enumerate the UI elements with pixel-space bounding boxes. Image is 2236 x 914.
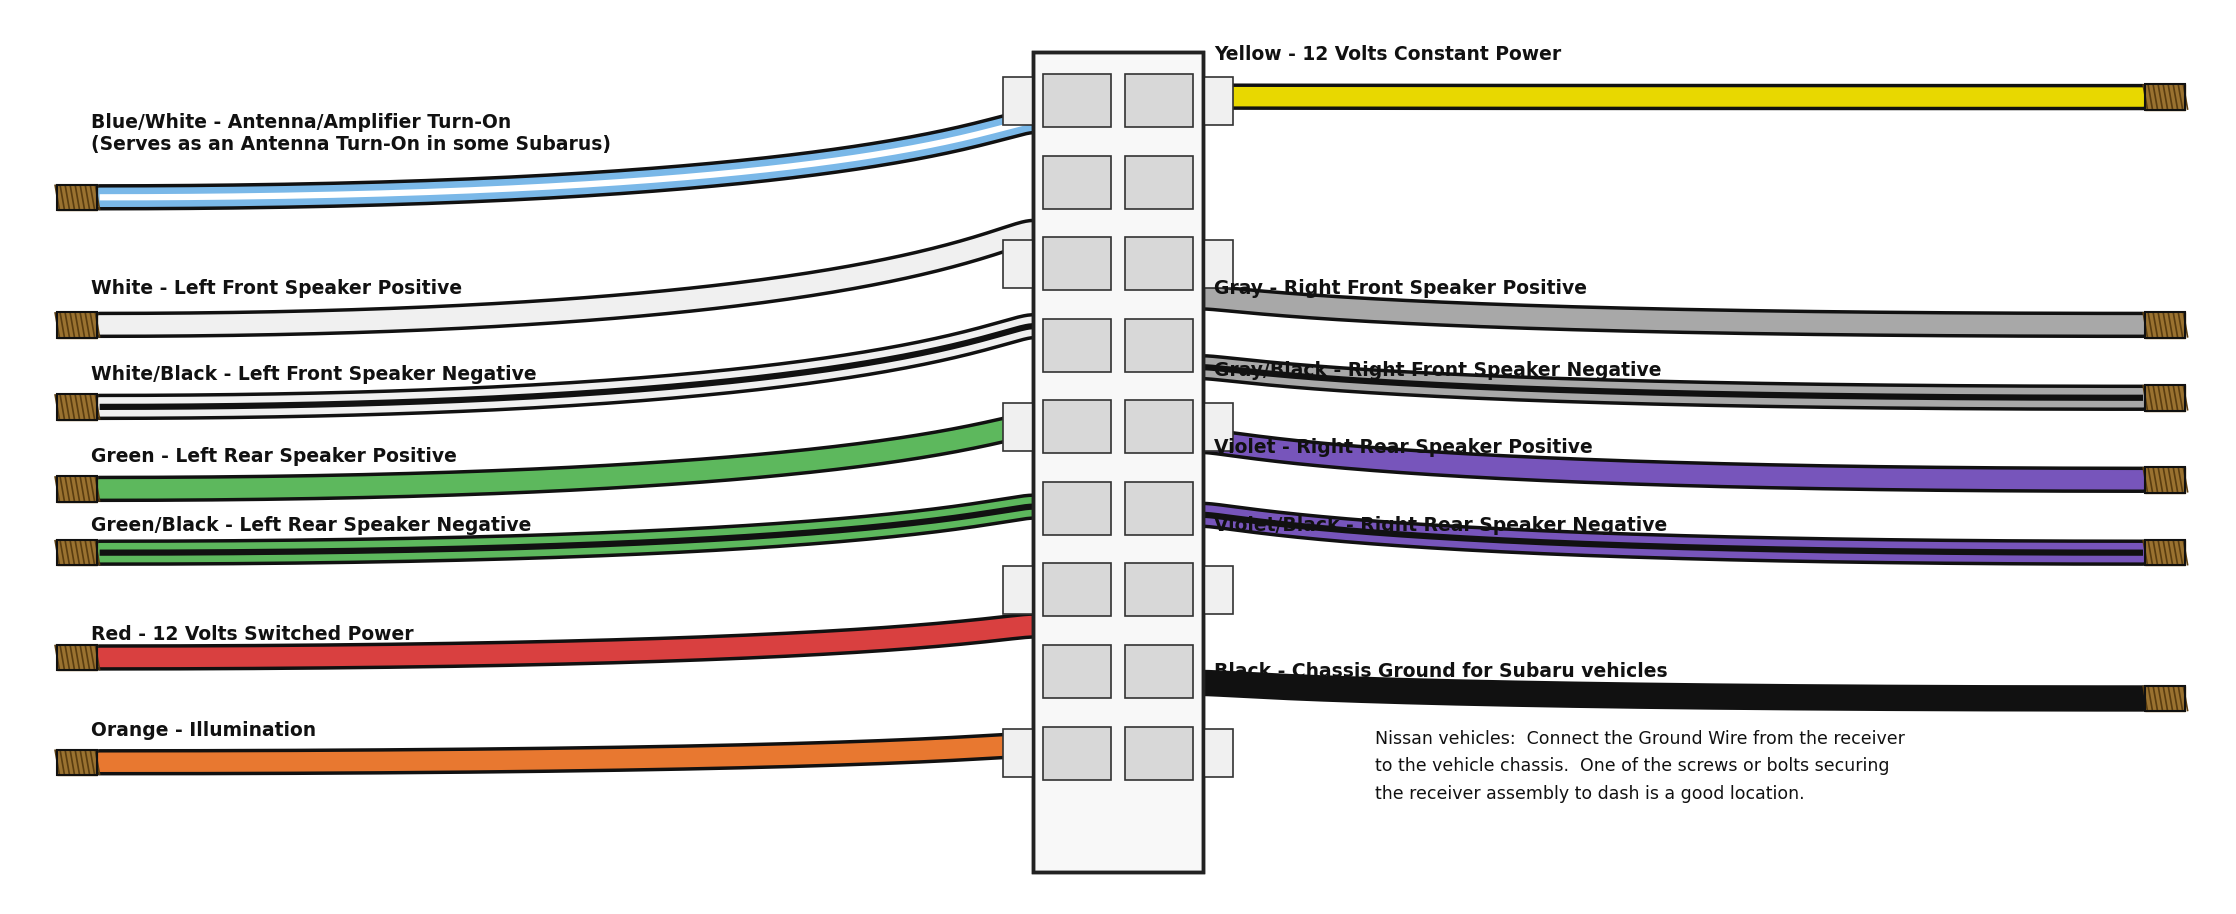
Bar: [1033, 51, 1203, 872]
Bar: [1125, 155, 1192, 208]
Text: Orange - Illumination: Orange - Illumination: [92, 721, 315, 739]
Polygon shape: [58, 185, 98, 210]
Polygon shape: [58, 644, 98, 670]
Polygon shape: [2144, 385, 2185, 410]
Text: Violet - Right Rear Speaker Positive: Violet - Right Rear Speaker Positive: [1214, 439, 1592, 457]
Bar: [1044, 319, 1111, 372]
Bar: [2144, 540, 2185, 566]
Bar: [58, 394, 98, 420]
Bar: [2144, 312, 2185, 337]
Text: White - Left Front Speaker Positive: White - Left Front Speaker Positive: [92, 279, 463, 298]
Text: White/Black - Left Front Speaker Negative: White/Black - Left Front Speaker Negativ…: [92, 366, 537, 385]
Bar: [1033, 51, 1203, 872]
Polygon shape: [2144, 84, 2185, 110]
Text: Gray/Black - Right Front Speaker Negative: Gray/Black - Right Front Speaker Negativ…: [1214, 361, 1661, 380]
Text: Yellow - 12 Volts Constant Power: Yellow - 12 Volts Constant Power: [1214, 45, 1561, 64]
Bar: [1002, 77, 1033, 125]
Bar: [58, 476, 98, 502]
Bar: [1002, 729, 1033, 777]
Text: Red - 12 Volts Switched Power: Red - 12 Volts Switched Power: [92, 625, 414, 644]
Bar: [58, 644, 98, 670]
Text: Green/Black - Left Rear Speaker Negative: Green/Black - Left Rear Speaker Negative: [92, 515, 532, 535]
Bar: [1044, 74, 1111, 127]
Bar: [2144, 385, 2185, 410]
Bar: [2144, 686, 2185, 711]
Bar: [1044, 482, 1111, 535]
Bar: [1125, 563, 1192, 616]
Bar: [1044, 563, 1111, 616]
Bar: [1002, 403, 1033, 451]
Polygon shape: [2144, 467, 2185, 493]
Bar: [1044, 400, 1111, 453]
Bar: [58, 749, 98, 775]
Bar: [1044, 645, 1111, 698]
Bar: [1044, 238, 1111, 291]
Bar: [1125, 727, 1192, 780]
Bar: [1125, 482, 1192, 535]
Bar: [1044, 155, 1111, 208]
Bar: [1203, 77, 1234, 125]
Bar: [58, 185, 98, 210]
Bar: [2144, 467, 2185, 493]
Bar: [1203, 240, 1234, 288]
Polygon shape: [2144, 686, 2185, 711]
Polygon shape: [58, 394, 98, 420]
Bar: [1125, 319, 1192, 372]
Bar: [1125, 400, 1192, 453]
Bar: [1203, 403, 1234, 451]
Text: Black - Chassis Ground for Subaru vehicles: Black - Chassis Ground for Subaru vehicl…: [1214, 662, 1668, 681]
Text: Violet/Black - Right Rear Speaker Negative: Violet/Black - Right Rear Speaker Negati…: [1214, 515, 1668, 535]
Bar: [58, 540, 98, 566]
Bar: [58, 312, 98, 337]
Polygon shape: [2144, 540, 2185, 566]
Polygon shape: [58, 312, 98, 337]
Polygon shape: [58, 749, 98, 775]
Text: Green - Left Rear Speaker Positive: Green - Left Rear Speaker Positive: [92, 448, 456, 466]
Polygon shape: [2144, 312, 2185, 337]
Polygon shape: [58, 476, 98, 502]
Text: Nissan vehicles:  Connect the Ground Wire from the receiver
to the vehicle chass: Nissan vehicles: Connect the Ground Wire…: [1375, 730, 1905, 802]
Polygon shape: [58, 540, 98, 566]
Bar: [1125, 645, 1192, 698]
Text: Blue/White - Antenna/Amplifier Turn-On
(Serves as an Antenna Turn-On in some Sub: Blue/White - Antenna/Amplifier Turn-On (…: [92, 113, 610, 154]
Bar: [1125, 238, 1192, 291]
Bar: [1002, 240, 1033, 288]
Bar: [2144, 84, 2185, 110]
Bar: [1002, 567, 1033, 614]
Bar: [1125, 74, 1192, 127]
Bar: [1044, 727, 1111, 780]
Text: Gray - Right Front Speaker Positive: Gray - Right Front Speaker Positive: [1214, 279, 1588, 298]
Bar: [1203, 729, 1234, 777]
Bar: [1203, 567, 1234, 614]
